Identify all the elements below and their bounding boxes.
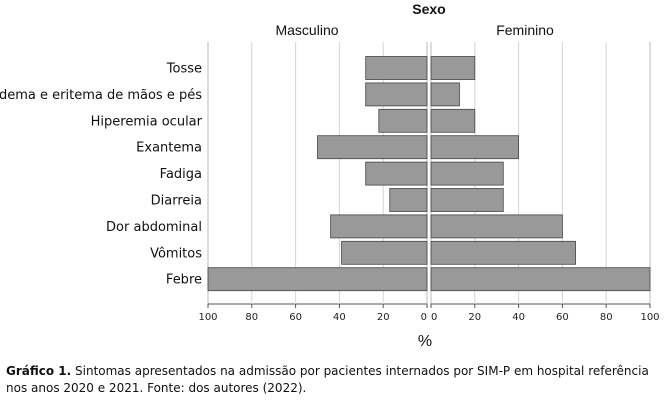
category-label: Tosse	[166, 62, 202, 77]
bar-masculino	[389, 188, 428, 212]
bar-feminino	[430, 267, 651, 292]
tick-label: 80	[245, 312, 258, 323]
tick-label: 40	[333, 312, 346, 323]
category-labels: Tosse Edema e eritema de mãos e pés Hipere…	[0, 62, 203, 288]
masculino-panel: 100 80 60 40 20 0	[198, 42, 428, 323]
butterfly-bar-chart: Sexo 100 80 60 40 20 0 0 20 40 60 80 100 Masculino…	[0, 1, 660, 350]
caption-text: Sintomas apresentados na admissão por pa…	[6, 364, 649, 395]
category-label: Hiperemia ocular	[91, 114, 203, 129]
tick-label: 100	[198, 312, 217, 323]
bar-feminino	[430, 108, 476, 133]
chart-title: Sexo	[412, 1, 445, 17]
tick-label: 20	[468, 312, 481, 323]
tick-label: 80	[600, 312, 613, 323]
category-label: Diarreia	[151, 194, 202, 209]
bar-feminino	[430, 82, 460, 107]
bar-masculino	[330, 214, 428, 239]
category-label: Fadiga	[160, 167, 202, 182]
bar-masculino	[365, 56, 428, 80]
tick-label: 0	[431, 312, 437, 323]
bar-masculino	[365, 161, 428, 186]
tick-label: 0	[421, 312, 427, 323]
x-axis-unit-label: %	[418, 333, 432, 350]
bar-masculino	[365, 82, 428, 107]
bar-masculino	[341, 240, 428, 265]
bar-masculino	[378, 108, 428, 133]
category-label: Exantema	[136, 141, 202, 156]
tick-label: 100	[640, 312, 659, 323]
category-label: Vômitos	[150, 246, 202, 261]
bar-feminino	[430, 135, 519, 160]
bar-feminino	[430, 56, 476, 80]
category-label: Dor abdominal	[106, 220, 202, 235]
caption-label: Gráfico 1.	[6, 364, 72, 378]
bar-feminino	[430, 240, 576, 265]
figure-caption: Gráfico 1. Sintomas apresentados na admi…	[6, 363, 666, 397]
series-label-masculino: Masculino	[275, 22, 338, 38]
series-label-feminino: Feminino	[496, 22, 554, 38]
tick-label: 60	[556, 312, 569, 323]
tick-label: 40	[512, 312, 525, 323]
feminino-panel: 0 20 40 60 80 100	[430, 42, 660, 323]
bar-masculino	[317, 135, 428, 160]
bar-feminino	[430, 214, 563, 239]
bar-feminino	[430, 161, 504, 186]
category-label: Edema e eritema de mãos e pés	[0, 88, 202, 103]
bar-feminino	[430, 188, 504, 212]
tick-label: 60	[289, 312, 302, 323]
bar-masculino	[207, 267, 428, 292]
tick-label: 20	[377, 312, 390, 323]
category-label: Febre	[166, 273, 202, 288]
